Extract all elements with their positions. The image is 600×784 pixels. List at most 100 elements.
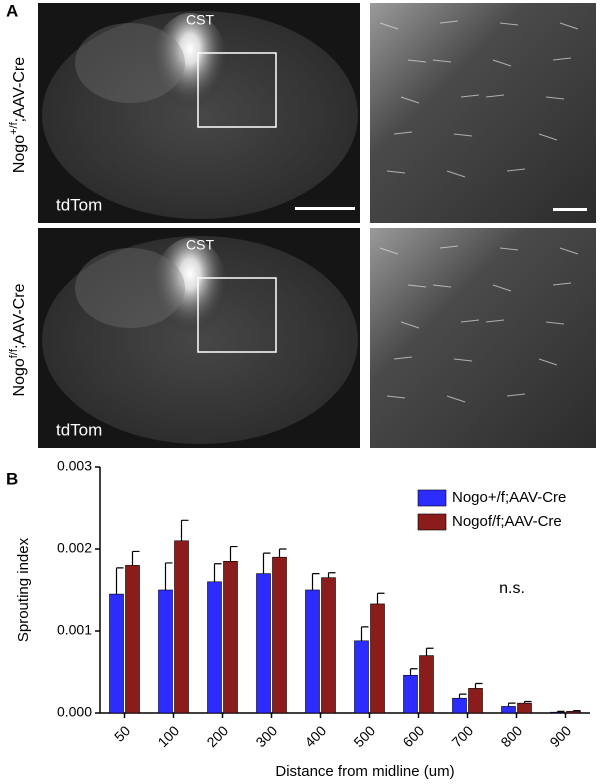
bar bbox=[305, 589, 320, 714]
error-bar bbox=[229, 545, 238, 562]
bar bbox=[566, 711, 581, 714]
axon-fiber bbox=[538, 358, 558, 366]
cst-glow bbox=[150, 13, 230, 133]
error-bar bbox=[180, 519, 189, 541]
bar bbox=[256, 573, 271, 714]
x-tick-label: 700 bbox=[448, 722, 476, 750]
bar bbox=[452, 697, 467, 714]
annotation: n.s. bbox=[499, 580, 525, 597]
error-bar bbox=[262, 552, 271, 574]
error-bar bbox=[507, 702, 516, 707]
error-bar bbox=[213, 563, 222, 582]
axon-fiber bbox=[379, 22, 399, 30]
bar bbox=[517, 702, 532, 714]
legend-swatch bbox=[417, 513, 447, 531]
x-tick-label: 300 bbox=[252, 722, 280, 750]
stain-label: tdTom bbox=[56, 420, 102, 439]
y-tick-label: 0.001 bbox=[57, 622, 92, 638]
axon-fiber bbox=[386, 395, 406, 399]
axon-fiber bbox=[439, 20, 459, 24]
x-tick-label: 500 bbox=[350, 722, 378, 750]
axon-fiber bbox=[453, 358, 473, 362]
gray-matter bbox=[75, 248, 185, 328]
y-tick-label: 0.002 bbox=[57, 540, 92, 556]
error-bar bbox=[311, 573, 320, 590]
bar bbox=[354, 640, 369, 714]
y-tick-label: 0.003 bbox=[57, 458, 92, 474]
axon-fiber bbox=[485, 319, 505, 323]
x-tick-label: 200 bbox=[203, 722, 231, 750]
bar bbox=[125, 565, 140, 714]
axon-fiber bbox=[446, 170, 466, 178]
stain-label: tdTom bbox=[56, 195, 102, 214]
error-bar bbox=[425, 647, 434, 656]
row-label-part: ;AAV-Cre bbox=[11, 283, 28, 349]
error-bar bbox=[164, 562, 173, 590]
bar bbox=[550, 711, 565, 714]
axon-fiber bbox=[545, 96, 565, 100]
axon-fiber bbox=[485, 94, 505, 98]
x-tick-label: 400 bbox=[301, 722, 329, 750]
axon-fiber bbox=[552, 282, 572, 286]
zoom-image bbox=[370, 228, 596, 448]
error-bar bbox=[556, 710, 565, 713]
scale-bar bbox=[553, 208, 587, 211]
axon-fiber bbox=[386, 170, 406, 174]
legend-label: Nogo+/f;AAV-Cre bbox=[452, 489, 566, 506]
error-bar bbox=[474, 682, 483, 689]
bar bbox=[272, 556, 287, 714]
error-bar bbox=[131, 550, 140, 566]
bar bbox=[403, 674, 418, 714]
axon-fiber bbox=[499, 247, 519, 251]
axon-fiber bbox=[379, 247, 399, 255]
axon-fiber bbox=[446, 395, 466, 403]
row-label: Nogof/f;AAV-Cre bbox=[8, 283, 28, 396]
axon-fiber bbox=[559, 22, 579, 30]
scale-bar bbox=[295, 207, 355, 210]
axon-fiber bbox=[506, 168, 526, 172]
tract-label: CST bbox=[186, 237, 214, 253]
inset-box bbox=[197, 277, 277, 353]
axon-fiber bbox=[407, 284, 427, 288]
axon-fiber bbox=[545, 321, 565, 325]
x-axis-title: Distance from midline (um) bbox=[275, 763, 454, 780]
row-label: Nogo+/f;AAV-Cre bbox=[8, 57, 28, 173]
panel-label: A bbox=[6, 1, 18, 20]
axon-fiber bbox=[400, 96, 420, 104]
bar bbox=[223, 560, 238, 714]
error-bar bbox=[115, 567, 124, 595]
axon-fiber bbox=[506, 393, 526, 397]
inset-box bbox=[197, 52, 277, 128]
axon-fiber bbox=[552, 57, 572, 61]
axon-fiber bbox=[460, 94, 480, 98]
axon-fiber bbox=[538, 133, 558, 141]
tract-label: CST bbox=[186, 12, 214, 28]
error-bar bbox=[327, 572, 336, 578]
row-label-part: Nogo bbox=[11, 135, 28, 173]
error-bar bbox=[278, 548, 287, 558]
error-bar bbox=[572, 709, 581, 712]
bar bbox=[501, 706, 516, 714]
error-bar bbox=[458, 693, 467, 699]
bar bbox=[419, 655, 434, 714]
axon-fiber bbox=[492, 284, 512, 292]
x-tick-label: 800 bbox=[497, 722, 525, 750]
legend-swatch bbox=[417, 489, 447, 507]
axon-fiber bbox=[407, 59, 427, 63]
zoom-image bbox=[370, 3, 596, 223]
error-bar bbox=[360, 626, 369, 641]
axon-fiber bbox=[400, 321, 420, 329]
row-label-part: f/f bbox=[8, 348, 20, 358]
cst-glow bbox=[150, 238, 230, 358]
bar bbox=[158, 589, 173, 714]
x-tick-label: 50 bbox=[111, 722, 133, 744]
axon-fiber bbox=[460, 319, 480, 323]
row-label-part: +/f bbox=[8, 121, 20, 134]
bar bbox=[207, 581, 222, 714]
axon-fiber bbox=[453, 133, 473, 137]
axon-fiber bbox=[432, 59, 452, 63]
axon-fiber bbox=[499, 22, 519, 26]
bar bbox=[321, 577, 336, 714]
x-tick-label: 900 bbox=[546, 722, 574, 750]
